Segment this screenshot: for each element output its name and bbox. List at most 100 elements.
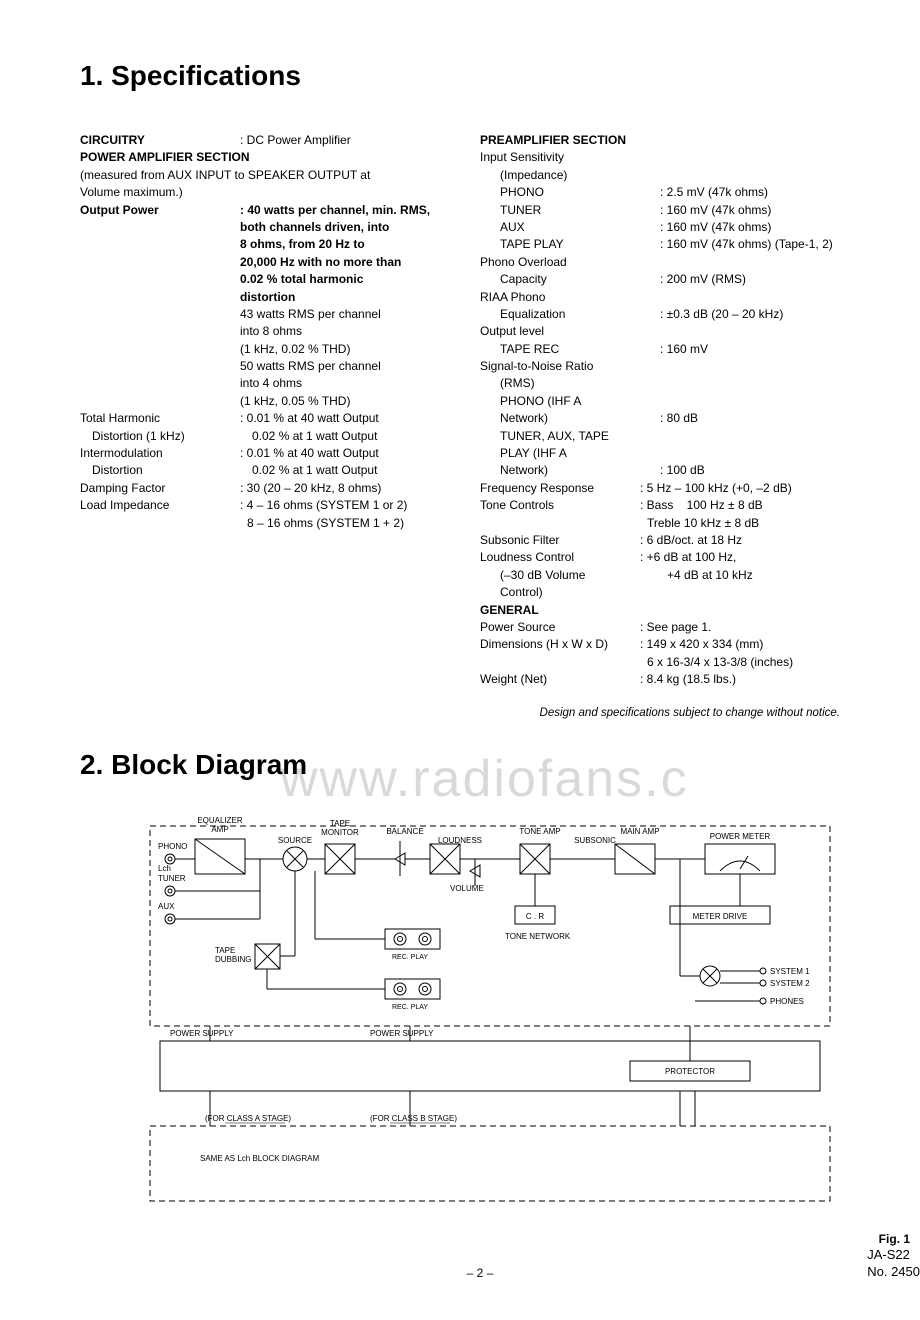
svg-text:SUBSONIC: SUBSONIC	[574, 836, 616, 845]
svg-text:TONE AMP: TONE AMP	[519, 827, 560, 836]
riaa-label2: Equalization	[480, 306, 660, 323]
imd-label1: Intermodulation	[80, 445, 240, 462]
disclaimer: Design and specifications subject to cha…	[80, 707, 880, 719]
op-val5: 0.02 % total harmonic	[240, 271, 460, 288]
section1-title: 1. Specifications	[80, 60, 880, 92]
model-label: JA-S22 No. 2450	[867, 1247, 920, 1281]
circuitry-label: CIRCUITRY	[80, 132, 240, 149]
svg-text:TONE NETWORK: TONE NETWORK	[505, 932, 571, 941]
snr-tuner-val: : 100 dB	[660, 462, 880, 479]
svg-text:Lch: Lch	[158, 864, 171, 873]
overload-val: : 200 mV (RMS)	[660, 271, 880, 288]
svg-text:EQUALIZER: EQUALIZER	[197, 816, 243, 825]
tone-label: Tone Controls	[480, 497, 640, 514]
svg-text:PHONO: PHONO	[158, 842, 187, 851]
thd-val2: 0.02 % at 1 watt Output	[252, 428, 460, 445]
measured-line1: (measured from AUX INPUT to SPEAKER OUTP…	[80, 167, 460, 184]
svg-text:MAIN AMP: MAIN AMP	[620, 827, 659, 836]
output-power-label: Output Power	[80, 202, 240, 219]
aux-val: : 160 mV (47k ohms)	[660, 219, 880, 236]
weight-label: Weight (Net)	[480, 671, 640, 688]
op-val1: : 40 watts per channel, min. RMS,	[240, 202, 460, 219]
fig-label: Fig. 1	[879, 1232, 910, 1246]
svg-text:AMP: AMP	[211, 825, 228, 834]
imd-val2: 0.02 % at 1 watt Output	[252, 462, 460, 479]
riaa-label1: RIAA Phono	[480, 289, 880, 306]
general-header: GENERAL	[480, 602, 880, 619]
svg-text:SYSTEM 2: SYSTEM 2	[770, 979, 810, 988]
svg-text:POWER SUPPLY: POWER SUPPLY	[170, 1029, 234, 1038]
loudness-label3: Control)	[480, 584, 880, 601]
svg-text:PHONES: PHONES	[770, 997, 804, 1006]
op-val12: (1 kHz, 0.05 % THD)	[240, 393, 460, 410]
svg-text:REC. PLAY: REC. PLAY	[392, 954, 428, 961]
snr-label2: (RMS)	[480, 375, 880, 392]
loudness-label1: Loudness Control	[480, 549, 640, 566]
svg-text:(FOR CLASS A STAGE): (FOR CLASS A STAGE)	[205, 1114, 291, 1123]
svg-text:TUNER: TUNER	[158, 874, 186, 883]
overload-label2: Capacity	[480, 271, 660, 288]
pas-header: POWER AMPLIFIER SECTION	[80, 149, 460, 166]
snr-tuner-label1: TUNER, AUX, TAPE	[480, 428, 880, 445]
op-val10: 50 watts RMS per channel	[240, 358, 460, 375]
op-val8: into 8 ohms	[240, 323, 460, 340]
svg-text:POWER SUPPLY: POWER SUPPLY	[370, 1029, 434, 1038]
powersrc-label: Power Source	[480, 619, 640, 636]
imd-label2: Distortion	[80, 462, 252, 479]
powersrc-val: : See page 1.	[640, 619, 880, 636]
snr-tuner-label3: Network)	[480, 462, 660, 479]
op-val11: into 4 ohms	[240, 375, 460, 392]
snr-phono-val: : 80 dB	[660, 410, 880, 427]
taperec-label: TAPE REC	[480, 341, 660, 358]
svg-text:PROTECTOR: PROTECTOR	[665, 1067, 715, 1076]
snr-phono-label1: PHONO (IHF A	[480, 393, 880, 410]
left-column: CIRCUITRY: DC Power Amplifier POWER AMPL…	[80, 132, 480, 689]
thd-val1: : 0.01 % at 40 watt Output	[240, 410, 460, 427]
phono-val: : 2.5 mV (47k ohms)	[660, 184, 880, 201]
tapeplay-val: : 160 mV (47k ohms) (Tape-1, 2)	[660, 236, 880, 253]
snr-tuner-label2: PLAY (IHF A	[480, 445, 880, 462]
op-val4: 20,000 Hz with no more than	[240, 254, 460, 271]
svg-text:METER DRIVE: METER DRIVE	[693, 912, 748, 921]
svg-text:VOLUME: VOLUME	[450, 884, 484, 893]
tone-val2: Treble 10 kHz ± 8 dB	[640, 515, 880, 532]
block-diagram: EQUALIZER AMP SOURCE TAPE MONITOR BALANC…	[140, 811, 880, 1256]
model1: JA-S22	[867, 1247, 910, 1262]
dim-label: Dimensions (H x W x D)	[480, 636, 640, 653]
svg-text:POWER METER: POWER METER	[710, 832, 771, 841]
freq-label: Frequency Response	[480, 480, 640, 497]
model2: No. 2450	[867, 1264, 920, 1279]
op-val2: both channels driven, into	[240, 219, 460, 236]
subsonic-label: Subsonic Filter	[480, 532, 640, 549]
loudness-val2: +4 dB at 10 kHz	[660, 567, 880, 584]
snr-label1: Signal-to-Noise Ratio	[480, 358, 880, 375]
specs-container: CIRCUITRY: DC Power Amplifier POWER AMPL…	[80, 132, 880, 689]
svg-text:DUBBING: DUBBING	[215, 955, 251, 964]
load-val1: : 4 – 16 ohms (SYSTEM 1 or 2)	[240, 497, 460, 514]
aux-label: AUX	[480, 219, 660, 236]
load-label: Load Impedance	[80, 497, 240, 514]
svg-text:AUX: AUX	[158, 902, 175, 911]
op-val7: 43 watts RMS per channel	[240, 306, 460, 323]
op-val6: distortion	[240, 289, 460, 306]
loudness-val1: : +6 dB at 100 Hz,	[640, 549, 880, 566]
tapeplay-label: TAPE PLAY	[480, 236, 660, 253]
preamp-header: PREAMPLIFIER SECTION	[480, 132, 880, 149]
input-sens2: (Impedance)	[480, 167, 880, 184]
damping-label: Damping Factor	[80, 480, 240, 497]
svg-text:C . R: C . R	[526, 912, 544, 921]
op-val3: 8 ohms, from 20 Hz to	[240, 236, 460, 253]
page-number: – 2 –	[80, 1266, 880, 1280]
dim-val2: 6 x 16-3/4 x 13-3/8 (inches)	[640, 654, 880, 671]
weight-val: : 8.4 kg (18.5 lbs.)	[640, 671, 880, 688]
snr-phono-label2: Network)	[480, 410, 660, 427]
damping-val: : 30 (20 – 20 kHz, 8 ohms)	[240, 480, 460, 497]
svg-text:SOURCE: SOURCE	[278, 836, 312, 845]
riaa-val: : ±0.3 dB (20 – 20 kHz)	[660, 306, 880, 323]
tuner-label: TUNER	[480, 202, 660, 219]
op-val9: (1 kHz, 0.02 % THD)	[240, 341, 460, 358]
section2-title: 2. Block Diagram	[80, 749, 880, 781]
svg-text:TAPE: TAPE	[215, 946, 235, 955]
circuitry-val: : DC Power Amplifier	[240, 132, 460, 149]
input-sens1: Input Sensitivity	[480, 149, 880, 166]
